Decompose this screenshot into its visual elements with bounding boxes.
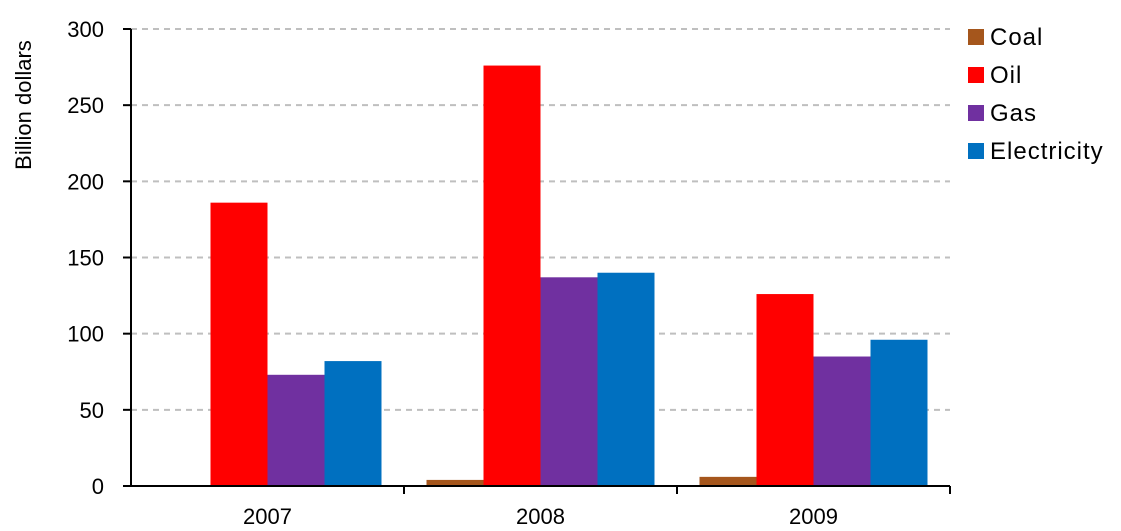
bar-coal-2008	[426, 479, 484, 486]
y-tick-label: 250	[67, 93, 104, 118]
bar-oil-2008	[483, 65, 541, 486]
legend-label: Electricity	[990, 138, 1104, 165]
legend-swatch	[968, 67, 984, 83]
x-tick-label: 2008	[516, 504, 565, 529]
bar-coal-2009	[699, 476, 757, 486]
legend-label: Gas	[990, 100, 1037, 127]
y-tick-label: 150	[67, 246, 104, 271]
bar-oil-2007	[210, 202, 268, 486]
legend-item-coal: Coal	[968, 24, 1043, 51]
axes	[123, 28, 951, 494]
legend-item-oil: Oil	[968, 62, 1022, 89]
legend-swatch	[968, 105, 984, 121]
bar-electricity-2008	[597, 272, 655, 486]
legend: Coal Oil Gas Electricity	[968, 24, 1104, 165]
tick-labels: 0 50 100 150 200 250 300 2007 2008 2009	[67, 17, 838, 529]
legend-item-electricity: Electricity	[968, 138, 1104, 165]
bar-gas-2009	[813, 356, 871, 486]
y-axis-title: Billion dollars	[11, 40, 36, 170]
legend-swatch	[968, 143, 984, 159]
bar-electricity-2009	[870, 339, 928, 486]
x-tick-label: 2009	[789, 504, 838, 529]
y-tick-label: 0	[92, 474, 104, 499]
y-tick-label: 300	[67, 17, 104, 42]
legend-item-gas: Gas	[968, 100, 1037, 127]
legend-label: Oil	[990, 62, 1022, 89]
legend-swatch	[968, 29, 984, 45]
y-tick-label: 200	[67, 169, 104, 194]
bar-gas-2008	[540, 277, 598, 486]
legend-label: Coal	[990, 24, 1043, 51]
bar-electricity-2007	[324, 361, 382, 486]
bar-oil-2009	[756, 294, 814, 486]
bars	[210, 65, 928, 486]
x-tick-label: 2007	[243, 504, 292, 529]
y-tick-label: 50	[80, 398, 104, 423]
y-tick-label: 100	[67, 322, 104, 347]
bar-gas-2007	[267, 374, 325, 486]
